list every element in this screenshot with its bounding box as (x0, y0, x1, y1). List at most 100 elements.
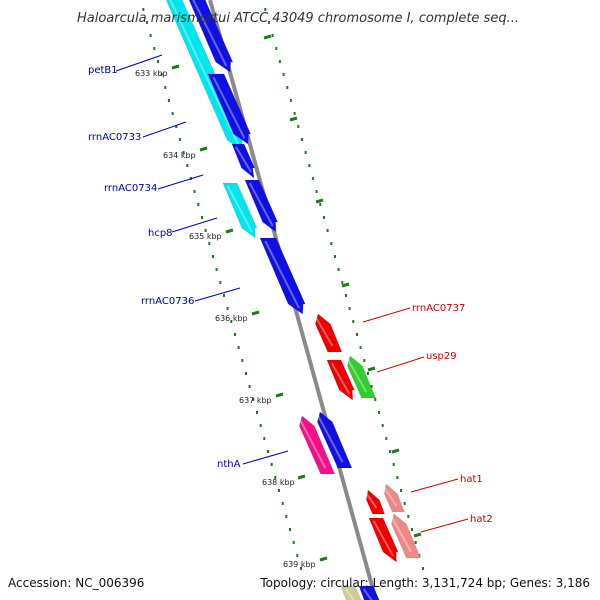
tick-dot-left (237, 346, 240, 349)
tick-dot-left (208, 242, 211, 245)
gene-arrow-green-shine (346, 358, 368, 393)
major-tick-6 (319, 556, 328, 562)
tick-label-634: 634 kbp (163, 151, 196, 160)
gene-rrnAC0733-body (188, 0, 234, 73)
tick-dot-right (348, 307, 351, 310)
tick-dot-right (275, 47, 278, 50)
tick-dot-right (341, 281, 344, 284)
major-tick-5 (297, 474, 306, 480)
tick-dot-left (193, 190, 196, 193)
gene-label-rrnAC0737[interactable]: rrnAC0737 (412, 303, 465, 314)
tick-dot-left (230, 320, 233, 323)
tick-dot-right (414, 541, 417, 544)
tick-dot-left (145, 21, 148, 24)
tick-dot-left (186, 164, 189, 167)
tick-dot-right (392, 463, 395, 466)
leader-hat1 (410, 478, 459, 493)
gene-hat1-body (366, 489, 386, 515)
tick-dot-right (315, 190, 318, 193)
gene-nthA-body (299, 415, 336, 475)
tick-dot-left (226, 307, 229, 310)
tick-dot-left (223, 294, 225, 297)
tick-label-638: 638 kbp (262, 478, 295, 487)
tick-dot-left (160, 73, 163, 76)
tick-dot-right (381, 424, 384, 427)
tick-dot-left (153, 47, 156, 50)
gene-label-nthA[interactable]: nthA (217, 459, 241, 470)
gene-arrow-blue-7-shine (362, 588, 373, 600)
gene-label-rrnAC0734[interactable]: rrnAC0734 (104, 183, 157, 194)
tick-label-637: 637 kbp (239, 396, 272, 405)
gene-label-rrnAC0736[interactable]: rrnAC0736 (141, 296, 194, 307)
gene-arrow-olive-shine (344, 588, 355, 600)
gene-label-rrnAC0733[interactable]: rrnAC0733 (88, 132, 141, 143)
tick-dot-right (359, 346, 362, 349)
gene-arrow-green (347, 355, 377, 399)
major-tick-2 (225, 228, 234, 234)
major-tick-1 (199, 146, 208, 152)
tick-dot-left (175, 125, 178, 128)
tick-dot-left (234, 333, 236, 336)
leader-rrnAC0734 (157, 174, 204, 190)
gene-rrnAC0737-body (315, 313, 343, 353)
tick-dot-right (407, 515, 410, 518)
tick-dot-right (326, 229, 329, 232)
tick-label-639: 639 kbp (283, 560, 316, 569)
gene-arrow-blue-2 (207, 73, 252, 145)
gene-label-hat2[interactable]: hat2 (470, 514, 493, 525)
leader-rrnAC0737 (362, 307, 411, 323)
tick-dot-right (319, 203, 322, 206)
tick-dot-left (219, 281, 222, 284)
tick-dot-left (252, 398, 255, 401)
tick-dot-right (363, 359, 366, 362)
gene-rrnAC0734-body (231, 143, 256, 179)
tick-dot-right (389, 450, 391, 453)
tick-dot-left (197, 203, 200, 206)
tick-dot-right (323, 216, 325, 219)
gene-hat2-body (368, 517, 399, 563)
leader-hcp8 (171, 217, 218, 233)
tick-dot-left (274, 476, 277, 479)
gene-hat2-body-shine (372, 520, 394, 557)
tick-dot-left (289, 528, 291, 531)
gene-hcp8-body (222, 182, 258, 239)
gene-label-hat1[interactable]: hat1 (460, 474, 483, 485)
gene-hcp8-body-shine (226, 185, 253, 233)
tick-dot-right (403, 502, 406, 505)
tick-dot-left (296, 554, 299, 557)
gene-arrow-salmon-2 (391, 513, 421, 559)
gene-usp29-body-shine (330, 362, 351, 395)
tick-dot-left (270, 463, 273, 466)
tick-dot-left (300, 567, 302, 570)
tick-dot-right (289, 99, 292, 102)
gene-features (165, 0, 421, 600)
leader-hat2 (420, 518, 469, 533)
tick-dot-left (167, 99, 170, 102)
major-tick-right-0 (263, 34, 272, 40)
tick-dot-right (330, 242, 333, 245)
tick-dot-left (241, 359, 244, 362)
major-tick-right-6 (413, 532, 422, 538)
tick-dot-right (300, 138, 303, 141)
tick-dot-right (293, 112, 296, 115)
leader-nthA (242, 450, 289, 465)
tick-dot-left (164, 86, 167, 89)
topology-text: Topology: circular; Length: 3,131,724 bp… (259, 576, 590, 590)
gene-usp29-body (326, 359, 355, 401)
tick-dot-right (378, 411, 380, 414)
gene-label-hcp8[interactable]: hcp8 (148, 228, 173, 239)
gene-arrow-blue-4 (244, 179, 279, 233)
tick-dot-left (281, 502, 284, 505)
tick-label-633: 633 kbp (135, 69, 168, 78)
major-tick-0 (171, 64, 180, 70)
tick-dot-right (352, 320, 355, 323)
gene-arrow-blue-6-shine (316, 414, 344, 463)
leader-petB1 (115, 54, 163, 72)
gene-label-usp29[interactable]: usp29 (426, 351, 457, 362)
gene-rrnAC0734-body-shine (235, 146, 252, 173)
tick-dot-right (271, 34, 274, 37)
tick-marks (171, 34, 422, 562)
gene-label-petB1[interactable]: petB1 (88, 65, 118, 76)
tick-dot-right (396, 476, 399, 479)
